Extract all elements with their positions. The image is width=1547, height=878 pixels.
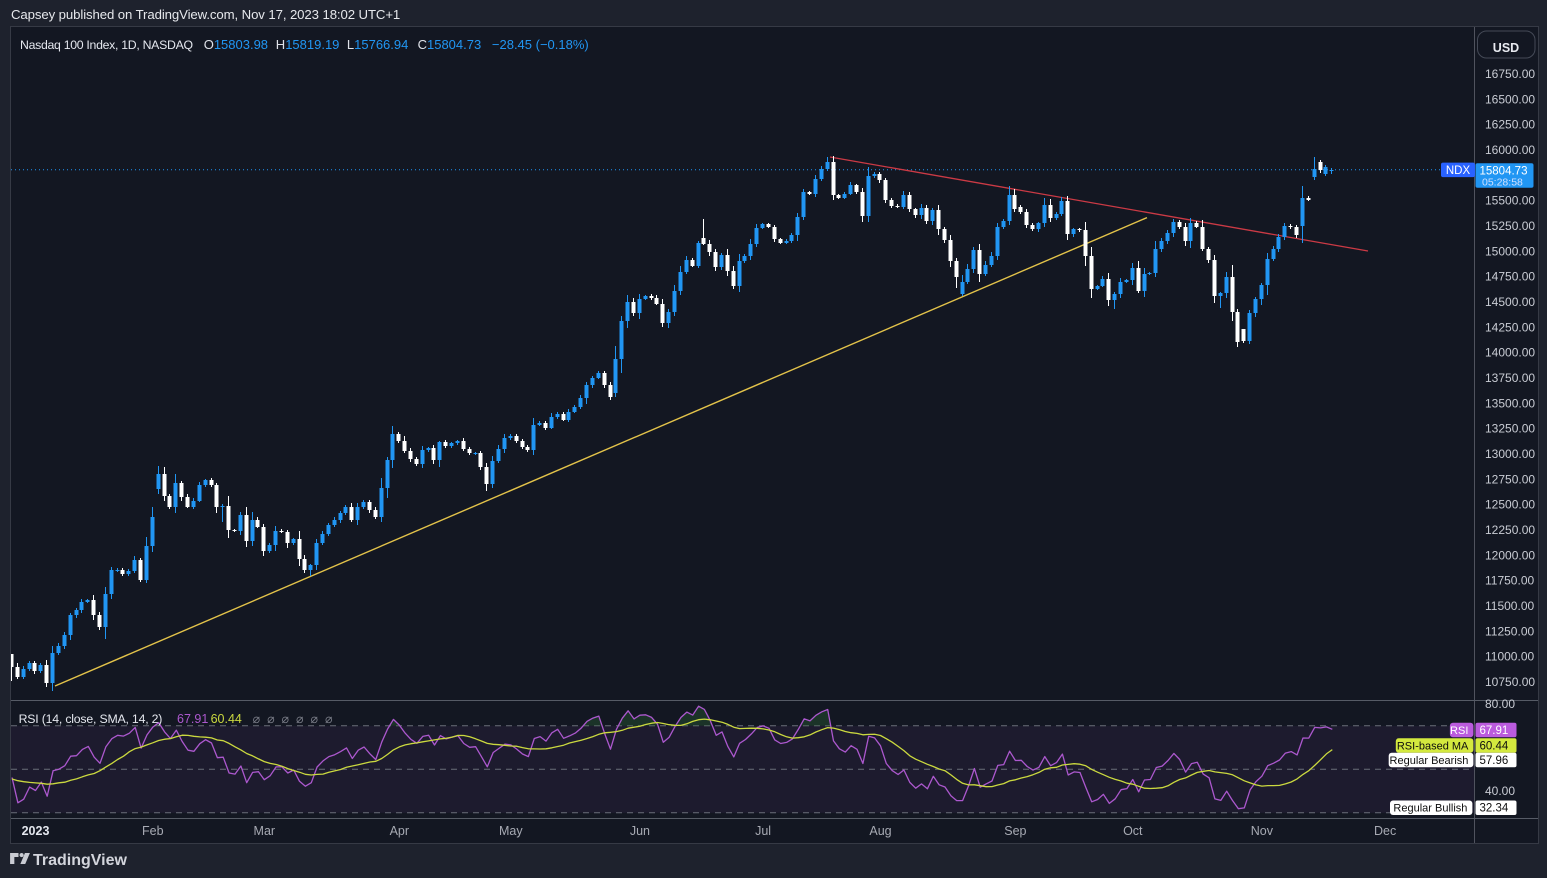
svg-text:15500.00: 15500.00 [1485,194,1535,208]
svg-text:40.00: 40.00 [1485,784,1515,798]
svg-text:15804.73: 15804.73 [1480,165,1528,177]
svg-text:05:28:58: 05:28:58 [1482,176,1523,188]
svg-text:RSI (14, close, SMA, 14, 2): RSI (14, close, SMA, 14, 2) [19,712,163,726]
svg-text:16750.00: 16750.00 [1485,67,1535,81]
svg-text:15000.00: 15000.00 [1485,244,1535,258]
svg-text:USD: USD [1493,41,1519,55]
svg-text:80.00: 80.00 [1485,697,1515,711]
svg-text:14250.00: 14250.00 [1485,320,1535,334]
svg-text:32.34: 32.34 [1480,803,1509,815]
svg-text:Jul: Jul [755,824,771,838]
svg-text:60.44: 60.44 [211,712,242,726]
svg-text:Nov: Nov [1251,824,1274,838]
svg-text:11750.00: 11750.00 [1485,574,1534,588]
svg-text:Regular Bearish: Regular Bearish [1390,755,1469,767]
svg-text:57.96: 57.96 [1480,755,1509,767]
svg-text:Feb: Feb [142,824,164,838]
svg-text:C15804.73: C15804.73 [418,37,482,52]
svg-text:NDX: NDX [1446,165,1471,177]
svg-text:Sep: Sep [1004,824,1026,838]
svg-text:H15819.19: H15819.19 [276,37,340,52]
svg-text:16500.00: 16500.00 [1485,92,1535,106]
svg-text:14500.00: 14500.00 [1485,295,1535,309]
svg-text:13250.00: 13250.00 [1485,422,1535,436]
svg-text:67.91: 67.91 [177,712,208,726]
svg-text:Apr: Apr [390,824,409,838]
svg-text:12000.00: 12000.00 [1485,548,1535,562]
svg-text:13750.00: 13750.00 [1485,371,1535,385]
svg-text:RSI-based MA: RSI-based MA [1397,740,1469,752]
svg-text:13000.00: 13000.00 [1485,447,1535,461]
svg-text:Nasdaq 100 Index, 1D, NASDAQ: Nasdaq 100 Index, 1D, NASDAQ [20,38,193,52]
svg-text:11500.00: 11500.00 [1485,599,1534,613]
svg-text:L15766.94: L15766.94 [347,37,408,52]
svg-text:12250.00: 12250.00 [1485,523,1535,537]
svg-text:13500.00: 13500.00 [1485,396,1535,410]
svg-text:16250.00: 16250.00 [1485,118,1535,132]
svg-text:14750.00: 14750.00 [1485,270,1535,284]
svg-text:2023: 2023 [22,824,50,838]
svg-text:10750.00: 10750.00 [1485,675,1535,689]
svg-text:15250.00: 15250.00 [1485,219,1535,233]
svg-text:Regular Bullish: Regular Bullish [1393,803,1467,815]
svg-text:Oct: Oct [1123,824,1143,838]
svg-text:May: May [499,824,523,838]
svg-text:Mar: Mar [254,824,276,838]
svg-text:Jun: Jun [630,824,650,838]
svg-text:12750.00: 12750.00 [1485,472,1535,486]
svg-text:Dec: Dec [1374,824,1396,838]
svg-text:12500.00: 12500.00 [1485,498,1535,512]
svg-text:RSI: RSI [1450,725,1468,737]
svg-text:11000.00: 11000.00 [1485,650,1534,664]
svg-text:⌀ ⌀ ⌀ ⌀ ⌀ ⌀: ⌀ ⌀ ⌀ ⌀ ⌀ ⌀ [253,712,333,726]
svg-text:11250.00: 11250.00 [1485,624,1534,638]
svg-text:O15803.98: O15803.98 [204,37,268,52]
svg-text:67.91: 67.91 [1480,725,1509,737]
svg-text:16000.00: 16000.00 [1485,143,1535,157]
svg-text:Aug: Aug [869,824,891,838]
svg-text:−28.45 (−0.18%): −28.45 (−0.18%) [492,37,589,52]
svg-text:14000.00: 14000.00 [1485,346,1535,360]
svg-text:60.44: 60.44 [1480,740,1509,752]
